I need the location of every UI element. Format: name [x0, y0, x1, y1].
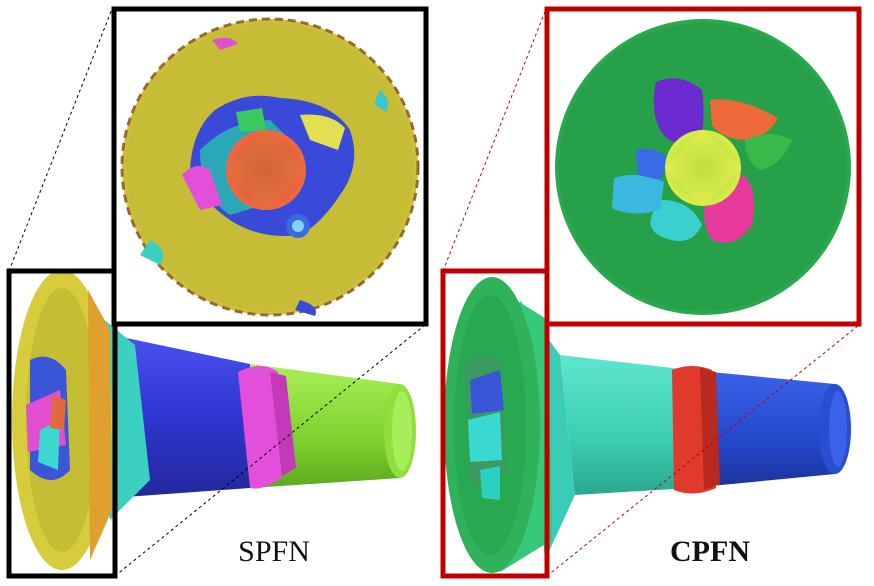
cpfn-connector-top [442, 8, 547, 272]
cpfn-panel: CPFN [440, 6, 862, 579]
cpfn-zoom-frame [544, 6, 862, 327]
cpfn-connector-bottom [546, 324, 860, 577]
spfn-connector-top [8, 8, 113, 272]
cpfn-label: CPFN [670, 535, 750, 568]
spfn-panel: SPFN [6, 6, 429, 579]
spfn-connector-bottom [114, 324, 426, 577]
cpfn-head-side [444, 277, 552, 573]
spfn-zoom-panel [114, 9, 426, 324]
cpfn-shaft [520, 300, 851, 560]
cpfn-zoom-source-box [440, 268, 550, 579]
spfn-head-side [12, 270, 112, 570]
spfn-zoom-source-box [6, 268, 118, 579]
spfn-zoom-frame [111, 6, 429, 327]
cpfn-zoom-panel [547, 9, 859, 324]
spfn-label: SPFN [238, 535, 310, 568]
spfn-shaft [80, 300, 416, 520]
